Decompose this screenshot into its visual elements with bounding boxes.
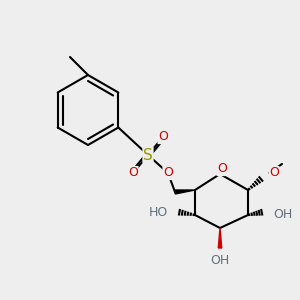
Text: O: O: [269, 167, 279, 179]
Text: O: O: [163, 167, 173, 179]
Text: O: O: [128, 167, 138, 179]
Text: HO: HO: [149, 206, 168, 218]
Polygon shape: [218, 228, 222, 248]
Text: O: O: [158, 130, 168, 143]
Text: OH: OH: [210, 254, 230, 266]
Text: OH: OH: [273, 208, 292, 220]
Text: S: S: [143, 148, 153, 163]
Polygon shape: [175, 190, 195, 194]
Text: O: O: [217, 163, 227, 176]
